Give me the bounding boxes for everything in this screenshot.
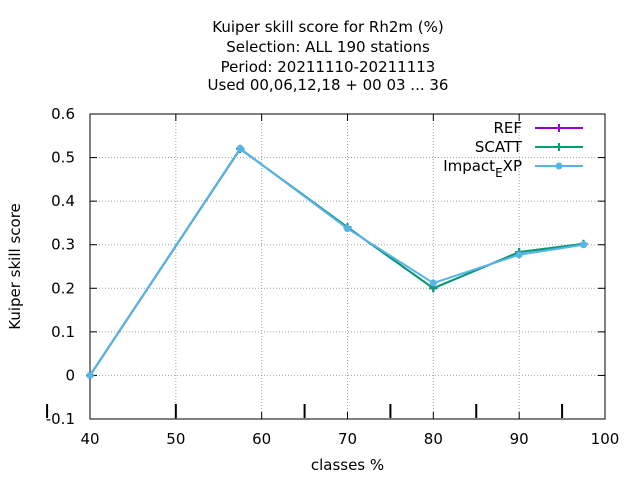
bottom-bars [46, 404, 564, 418]
x-tick-label: 100 [591, 430, 620, 448]
x-tick-label: 80 [424, 430, 443, 448]
legend-label: SCATT [475, 138, 523, 156]
chart-title-line-3: Period: 20211110-20211113 [220, 58, 436, 76]
x-tick-label: 70 [338, 430, 357, 448]
chart-title-line-1: Kuiper skill score for Rh2m (%) [212, 18, 444, 36]
data-point [429, 279, 437, 287]
data-point [580, 241, 588, 249]
series-line [89, 146, 584, 376]
x-tick-label: 60 [252, 430, 271, 448]
axis-ticks: 40 50 60 70 80 90 100 -0.1 0 0.1 0.2 0.3 0.4 0.5 0.6 [46, 105, 620, 448]
legend-marker [555, 124, 563, 132]
y-tick-label: 0.4 [51, 192, 75, 210]
chart-title-line-4: Used 00,06,12,18 + 00 03 ... 36 [207, 76, 449, 94]
x-tick-label: 40 [80, 430, 99, 448]
legend-marker [555, 162, 563, 170]
grid [90, 114, 605, 419]
x-tick-label: 90 [510, 430, 529, 448]
legend-marker [555, 143, 563, 151]
data-point [344, 225, 351, 233]
series-layer [86, 144, 588, 380]
y-axis-label: Kuiper skill score [6, 203, 24, 330]
data-point [515, 251, 523, 259]
chart-title-line-2: Selection: ALL 190 stations [226, 38, 430, 56]
y-tick-label: -0.1 [46, 410, 75, 428]
y-tick-label: 0.3 [51, 236, 75, 254]
legend-label: ImpactEXP [443, 157, 522, 180]
data-point [86, 371, 94, 379]
y-tick-label: 0.5 [51, 149, 75, 167]
y-tick-label: 0.1 [51, 323, 75, 341]
data-point [236, 144, 244, 152]
x-tick-label: 50 [166, 430, 185, 448]
y-tick-label: 0 [65, 366, 75, 384]
legend-label: REF [493, 119, 522, 137]
y-tick-label: 0.2 [51, 279, 75, 297]
y-tick-label: 0.6 [51, 105, 75, 123]
x-axis-label: classes % [311, 456, 384, 474]
